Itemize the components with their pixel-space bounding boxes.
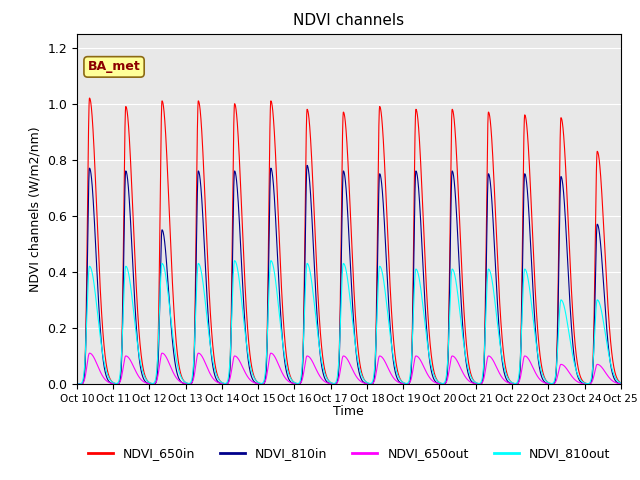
NDVI_810out <box>189 365 197 371</box>
NDVI_650out <box>73 381 81 387</box>
Line: NDVI_650out: NDVI_650out <box>77 353 621 384</box>
NDVI_650in <box>501 362 509 368</box>
NDVI_810in <box>184 381 191 387</box>
NDVI_650out <box>617 381 625 386</box>
NDVI_650in <box>276 265 284 271</box>
Legend: NDVI_650in, NDVI_810in, NDVI_650out, NDVI_810out: NDVI_650in, NDVI_810in, NDVI_650out, NDV… <box>83 443 615 465</box>
NDVI_810out <box>501 368 509 374</box>
NDVI_650in <box>617 380 625 386</box>
X-axis label: Time: Time <box>333 405 364 418</box>
NDVI_810out <box>276 322 284 328</box>
NDVI_650out <box>276 366 284 372</box>
Line: NDVI_810out: NDVI_810out <box>77 261 621 384</box>
NDVI_650in <box>189 370 197 375</box>
NDVI_810in <box>615 381 623 386</box>
NDVI_650in <box>73 381 81 387</box>
NDVI_810in <box>501 373 509 379</box>
NDVI_810in <box>189 373 197 379</box>
NDVI_650in <box>86 95 93 101</box>
NDVI_810out <box>617 380 625 386</box>
NDVI_650out <box>501 378 509 384</box>
NDVI_810out <box>231 258 239 264</box>
NDVI_810out <box>73 381 81 387</box>
NDVI_810out <box>184 380 191 386</box>
NDVI_810out <box>615 379 623 385</box>
Title: NDVI channels: NDVI channels <box>293 13 404 28</box>
NDVI_650in <box>615 378 623 384</box>
NDVI_650out <box>195 350 202 356</box>
NDVI_650in <box>184 381 191 386</box>
Line: NDVI_650in: NDVI_650in <box>77 98 621 384</box>
NDVI_650in <box>424 310 431 316</box>
NDVI_810in <box>73 381 81 387</box>
NDVI_650out <box>615 381 623 386</box>
NDVI_810in <box>303 162 311 168</box>
NDVI_810in <box>424 341 431 347</box>
NDVI_810in <box>276 308 284 314</box>
Line: NDVI_810in: NDVI_810in <box>77 165 621 384</box>
NDVI_810out <box>424 344 431 349</box>
NDVI_650out <box>189 377 197 383</box>
NDVI_650out <box>184 381 191 387</box>
NDVI_650out <box>424 372 431 378</box>
Y-axis label: NDVI channels (W/m2/nm): NDVI channels (W/m2/nm) <box>29 126 42 292</box>
Text: BA_met: BA_met <box>88 60 140 73</box>
NDVI_810in <box>617 381 625 387</box>
